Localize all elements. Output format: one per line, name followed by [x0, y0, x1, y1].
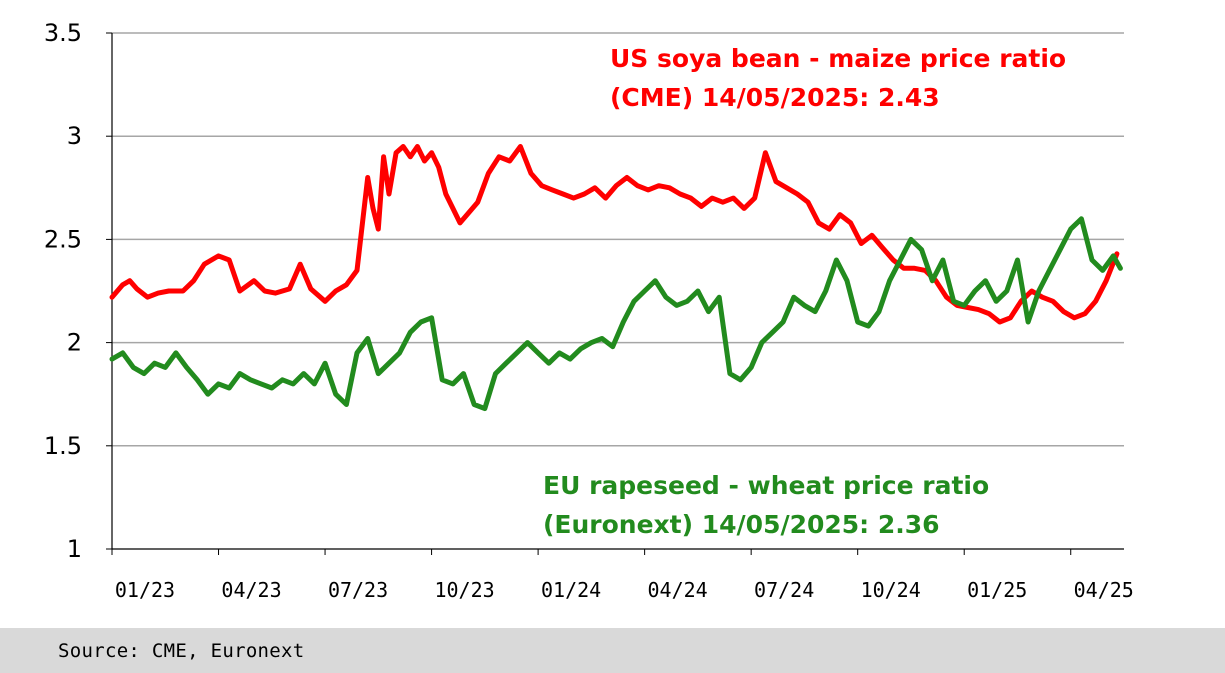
annotations: US soya bean - maize price ratio (CME) 14…	[543, 44, 1066, 539]
series-lines	[109, 144, 1123, 412]
annotation-us-ratio: (CME) 14/05/2025: 2.43	[610, 83, 940, 112]
x-tick-label: 01/23	[115, 578, 175, 602]
y-tick-label: 3.5	[44, 19, 82, 47]
x-tick-label: 07/23	[328, 578, 388, 602]
annotation-us-ratio: US soya bean - maize price ratio	[610, 44, 1066, 73]
x-tick-label: 10/23	[434, 578, 494, 602]
x-tick-label: 04/24	[648, 578, 708, 602]
y-tick-label: 1.5	[44, 432, 82, 460]
annotation-eu-ratio: (Euronext) 14/05/2025: 2.36	[543, 510, 940, 539]
x-tick-label: 01/25	[967, 578, 1027, 602]
x-tick-label: 04/25	[1074, 578, 1134, 602]
x-tick-label: 10/24	[861, 578, 921, 602]
gridlines	[112, 32, 1124, 447]
x-tick-label: 04/23	[221, 578, 281, 602]
source-note: Source: CME, Euronext	[58, 640, 305, 662]
series-line-eu-rapeseed-wheat	[109, 216, 1123, 412]
line-chart: 3.5 3 2.5 2 1.5 1 01/23 04/23 07/23 10/23 01/24 04…	[44, 19, 1134, 602]
y-tick-label: 3	[67, 122, 82, 150]
axes	[106, 32, 1124, 555]
y-tick-label: 2	[67, 329, 82, 357]
y-axis-ticks: 3.5 3 2.5 2 1.5 1	[44, 19, 82, 563]
x-axis-ticks: 01/23 04/23 07/23 10/23 01/24 04/24 07/24 10/24…	[115, 578, 1134, 602]
x-tick-label: 07/24	[754, 578, 814, 602]
x-tick-label: 01/24	[541, 578, 601, 602]
series-line-us-soya-maize	[109, 144, 1120, 325]
source-bar: Source: CME, Euronext	[0, 628, 1225, 673]
y-tick-label: 2.5	[44, 225, 82, 253]
annotation-eu-ratio: EU rapeseed - wheat price ratio	[543, 471, 989, 500]
y-tick-label: 1	[67, 535, 82, 563]
